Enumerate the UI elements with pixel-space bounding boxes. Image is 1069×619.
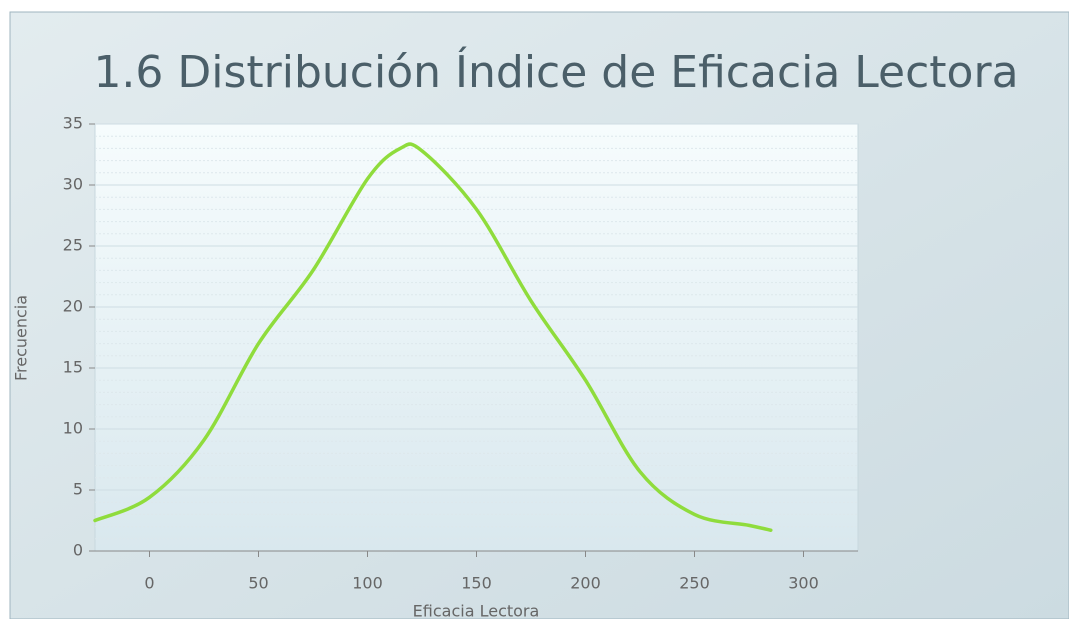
y-tick-label: 5 — [73, 480, 83, 499]
x-tick-label: 0 — [144, 574, 154, 593]
y-tick-label: 15 — [63, 358, 83, 377]
y-tick-label: 30 — [63, 175, 83, 194]
x-tick-label: 50 — [248, 574, 268, 593]
y-tick-label: 35 — [63, 114, 83, 133]
y-tick-label: 10 — [63, 419, 83, 438]
y-tick-label: 25 — [63, 236, 83, 255]
x-tick-label: 250 — [679, 574, 710, 593]
x-axis-label: Eficacia Lectora — [413, 602, 540, 619]
chart-title: 1.6 Distribución Índice de Eficacia Lect… — [93, 45, 1018, 98]
y-tick-label: 20 — [63, 297, 83, 316]
x-tick-label: 100 — [352, 574, 383, 593]
x-tick-label: 200 — [570, 574, 601, 593]
y-tick-label: 0 — [73, 541, 83, 560]
line-series — [93, 142, 773, 533]
plot-area — [94, 123, 859, 552]
y-axis-label: Frecuencia — [12, 295, 31, 381]
x-tick-label: 150 — [461, 574, 492, 593]
x-tick-label: 300 — [788, 574, 819, 593]
